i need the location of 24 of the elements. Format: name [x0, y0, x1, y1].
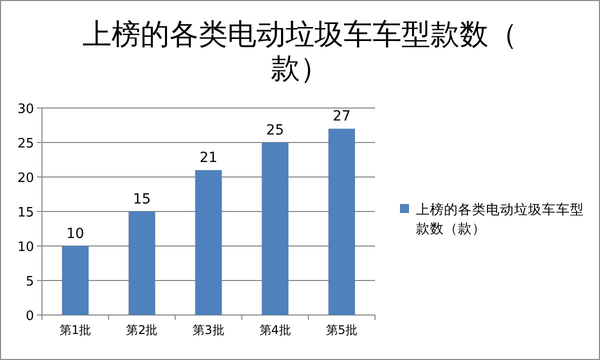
data-label: 21	[200, 150, 218, 166]
bar	[195, 170, 222, 315]
x-tick-label: 第1批	[59, 323, 92, 337]
y-tick-label: 5	[26, 274, 34, 290]
data-label: 10	[66, 226, 84, 242]
y-tick-label: 30	[17, 102, 34, 117]
data-label: 25	[266, 122, 284, 138]
x-tick-label: 第2批	[126, 323, 158, 337]
y-tick-label: 10	[17, 240, 34, 255]
bar	[62, 246, 89, 315]
y-tick-label: 20	[17, 171, 34, 186]
bar	[128, 212, 156, 315]
data-label: 27	[332, 108, 351, 125]
legend-label: 上榜的各类电动垃圾车车型款数（款）	[416, 202, 584, 237]
y-tick-label: 25	[17, 136, 34, 152]
y-tick-label: 15	[17, 206, 34, 220]
x-tick-label: 第3批	[192, 323, 224, 337]
x-tick-label: 第4批	[259, 323, 291, 337]
x-tick-label: 第5批	[326, 323, 358, 337]
y-tick-label: 0	[26, 309, 34, 324]
data-label: 15	[132, 192, 151, 208]
bar	[328, 128, 356, 315]
chart-title: 上榜的各类电动垃圾车车型款数（款）	[82, 17, 518, 85]
bar	[262, 142, 288, 315]
